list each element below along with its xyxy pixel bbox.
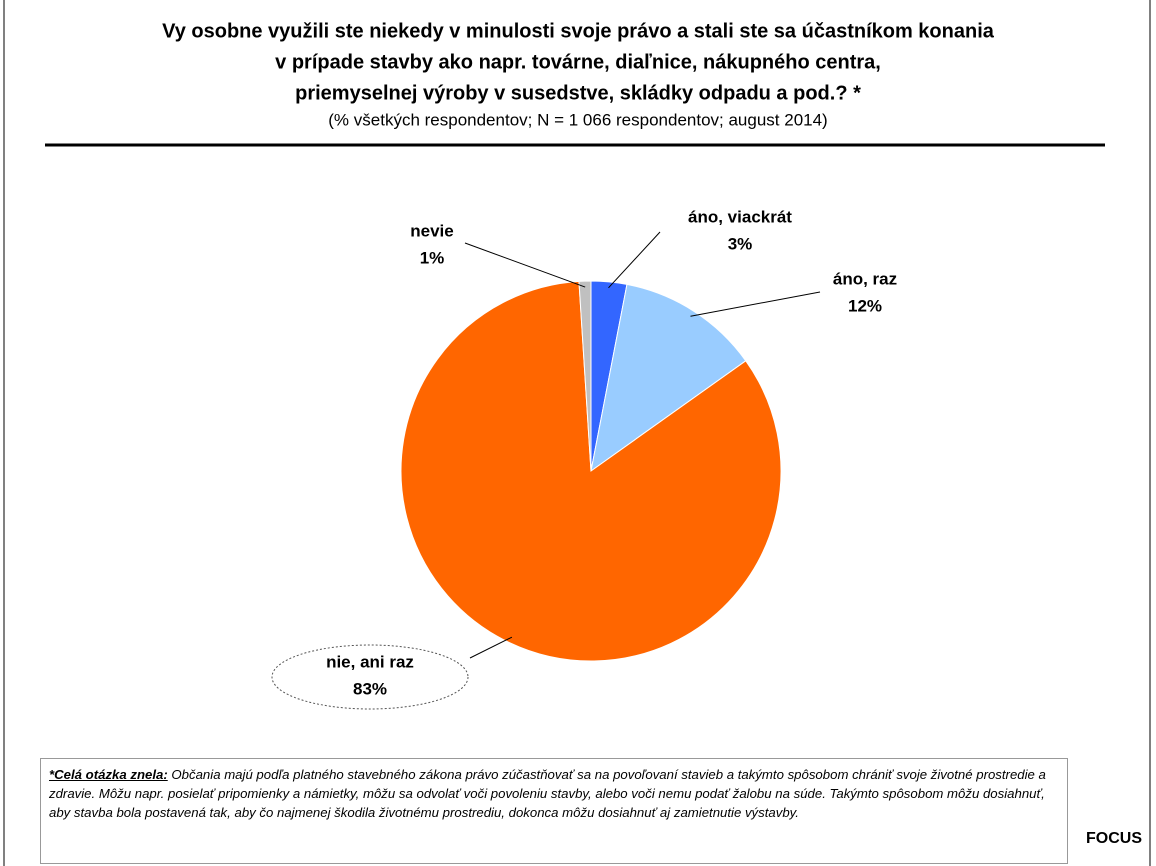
leader-line [464, 242, 586, 288]
chart-subtitle: (% všetkých respondentov; N = 1 066 resp… [328, 110, 827, 129]
slice-value: 83% [353, 679, 387, 698]
pie-slice [400, 280, 782, 662]
slice-label: nevie [410, 221, 453, 240]
pie-slice [578, 280, 592, 472]
slice-value: 3% [728, 234, 753, 253]
slice-label: áno, raz [833, 269, 897, 288]
chart-title: Vy osobne využili ste niekedy v minulost… [162, 20, 995, 42]
slice-label: áno, viackrát [688, 207, 792, 226]
slice-value: 12% [848, 296, 882, 315]
footnote-lead: *Celá otázka znela: [49, 767, 168, 782]
leader-line [469, 636, 513, 659]
chart-title: priemyselnej výroby v susedstve, skládky… [295, 82, 861, 104]
footnote-text: Občania majú podľa platného stavebného z… [49, 767, 1046, 820]
leader-line [690, 291, 821, 317]
footnote: *Celá otázka znela: Občania majú podľa p… [40, 758, 1068, 864]
slice-value: 1% [420, 248, 445, 267]
chart-title: v prípade stavby ako napr. továrne, diaľ… [275, 51, 881, 73]
leader-line [608, 231, 661, 289]
slice-label: nie, ani raz [326, 652, 414, 671]
pie-slice [590, 283, 747, 473]
highlight-ellipse [271, 644, 469, 710]
source: FOCUS [1086, 830, 1142, 847]
